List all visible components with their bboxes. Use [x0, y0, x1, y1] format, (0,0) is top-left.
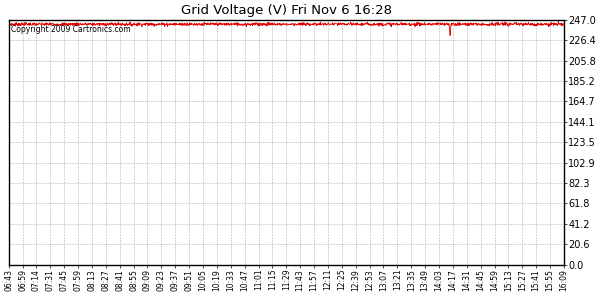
Text: Copyright 2009 Cartronics.com: Copyright 2009 Cartronics.com: [11, 24, 131, 34]
Title: Grid Voltage (V) Fri Nov 6 16:28: Grid Voltage (V) Fri Nov 6 16:28: [181, 4, 392, 17]
